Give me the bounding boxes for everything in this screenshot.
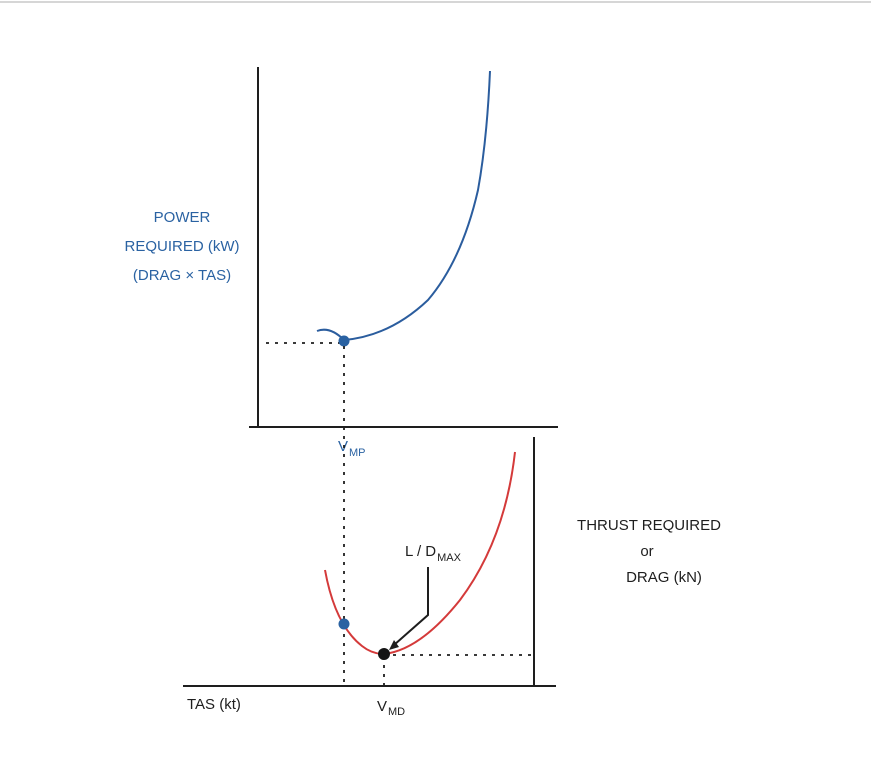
vmd-label-sub: MD xyxy=(388,706,405,718)
ld-max-label: L / DMAX xyxy=(405,543,462,564)
drag-ylabel-line2: or xyxy=(640,543,653,560)
power-required-curve xyxy=(316,70,491,342)
power-ylabel-line3: (DRAG × TAS) xyxy=(133,267,231,284)
drag-graph: L / DMAX THRUST REQUIRED or DRAG (kN) TA… xyxy=(183,437,721,718)
minimum-power-point xyxy=(338,335,350,347)
ld-max-pointer xyxy=(393,567,429,646)
vmd-label-main: V xyxy=(377,698,387,715)
drag-ylabel-line1: THRUST REQUIRED xyxy=(577,517,721,534)
vmp-label: VMP xyxy=(338,438,366,459)
vmd-label: VMD xyxy=(377,698,405,718)
vmp-drag-point xyxy=(338,618,350,630)
power-required-graph: POWER REQUIRED (kW) (DRAG × TAS) VMP xyxy=(125,67,558,459)
vmp-label-sub: MP xyxy=(349,447,366,459)
drag-curve xyxy=(324,451,516,656)
power-ylabel-line1: POWER xyxy=(154,209,211,226)
minimum-drag-point xyxy=(378,648,390,660)
ld-max-label-sub: MAX xyxy=(437,552,462,564)
drag-ylabel-line3: DRAG (kN) xyxy=(626,569,702,586)
ld-max-arrowhead xyxy=(389,640,399,650)
vmp-label-main: V xyxy=(338,438,348,455)
tas-axis-label: TAS (kt) xyxy=(187,696,241,713)
ld-max-label-main: L / D xyxy=(405,543,436,560)
power-ylabel-line2: REQUIRED (kW) xyxy=(125,238,240,255)
